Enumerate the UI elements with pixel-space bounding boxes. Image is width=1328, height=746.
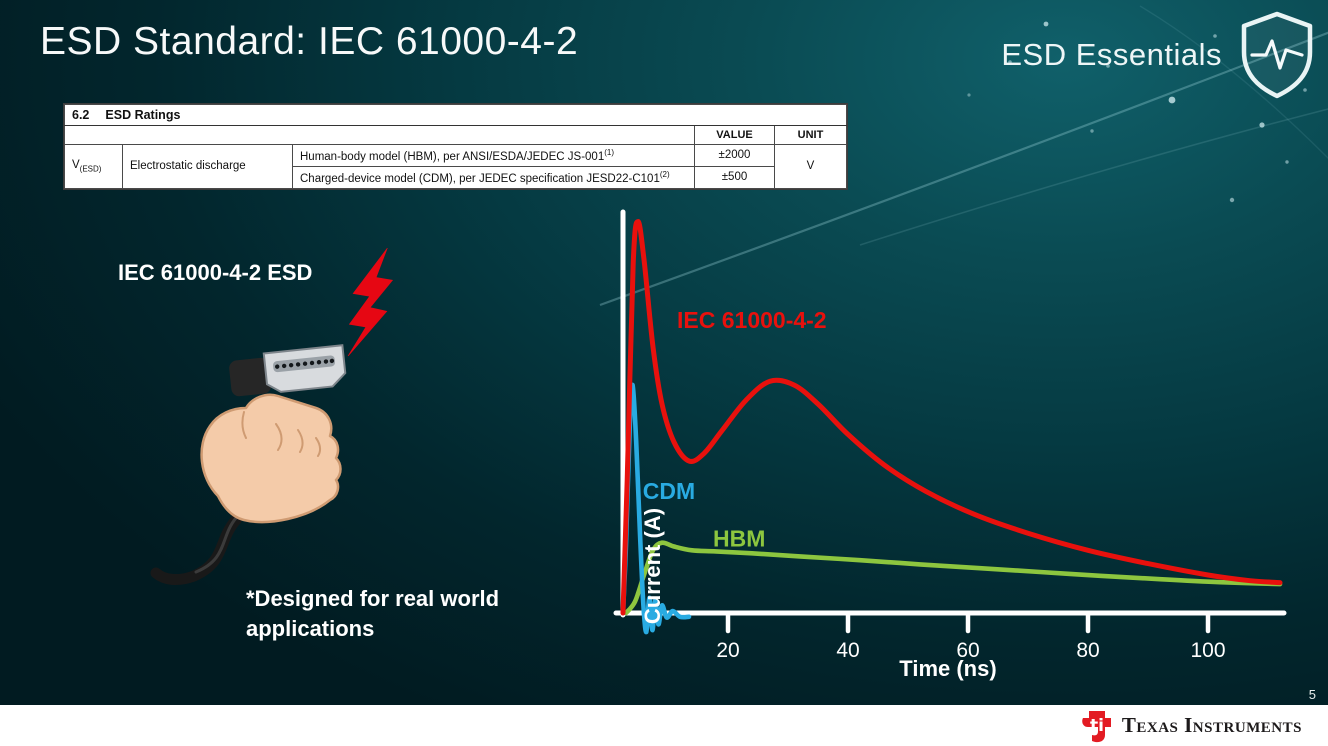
cdm-description-cell: Charged-device model (CDM), per JEDEC sp… — [292, 165, 695, 189]
param-symbol-cell: V(ESD) — [64, 144, 123, 189]
unit-cell: V — [774, 144, 847, 189]
series-hbm — [623, 540, 1283, 616]
table-row: V(ESD) Electrostatic discharge Human-bod… — [64, 144, 847, 189]
iec-esd-label: IEC 61000-4-2 ESD — [118, 260, 313, 285]
x-tick-label: 80 — [1076, 639, 1099, 662]
table-section-row: 6.2 ESD Ratings — [64, 104, 847, 126]
section-number: 6.2 — [72, 108, 90, 122]
series-label-cdm: CDM — [643, 478, 695, 504]
hbm-description-cell: Human-body model (HBM), per ANSI/ESDA/JE… — [292, 144, 695, 167]
table-row: Charged-device model (CDM), per JEDEC sp… — [65, 165, 847, 189]
y-axis-title: Current (A) — [640, 507, 665, 625]
table-section-title: 6.2 ESD Ratings — [64, 104, 847, 126]
section-title: ESD Ratings — [105, 108, 181, 122]
series-label-hbm: HBM — [713, 526, 765, 552]
footer-bar: ti Texas Instruments — [0, 705, 1328, 746]
esd-ratings-table: 6.2 ESD Ratings VALUE UNIT V(ESD) Electro… — [64, 104, 847, 189]
ti-bug-icon: ti — [1082, 710, 1111, 742]
cable-highlight — [194, 516, 238, 574]
hbm-footnote-ref: (1) — [604, 148, 614, 157]
param-symbol: V — [72, 159, 80, 172]
hbm-description: Human-body model (HBM), per ANSI/ESDA/JE… — [300, 150, 605, 163]
header-spacer-cell — [64, 125, 695, 145]
hand — [200, 393, 342, 524]
brand-text: ESD Essentials — [1001, 37, 1222, 72]
esd-current-chart: 20 40 60 80 100 IEC 61000-4-2 CDM HBM Current (… — [588, 198, 1292, 700]
series-label-iec-61000-4-2: IEC 61000-4-2 — [677, 307, 827, 333]
x-tick-label: 60 — [956, 639, 979, 662]
hbm-value-cell: ±2000 — [694, 144, 775, 167]
slide-title: ESD Standard: IEC 61000-4-2 — [40, 20, 579, 63]
series-iec-61000-4-2 — [620, 219, 1283, 616]
hdmi-connector — [229, 344, 347, 397]
cdm-description: Charged-device model (CDM), per JEDEC sp… — [300, 172, 660, 185]
table-header-row: VALUE UNIT — [64, 125, 847, 145]
x-axis-title: Time (ns) — [899, 656, 997, 681]
param-name-cell: Electrostatic discharge — [122, 144, 293, 189]
chart-canvas: 20 40 60 80 100 IEC 61000-4-2 CDM HBM — [613, 209, 1287, 662]
brand-lockup: ESD Essentials — [1001, 10, 1318, 100]
x-tick-label: 100 — [1190, 639, 1225, 662]
unit-column-header: UNIT — [774, 125, 847, 145]
x-tick-label: 20 — [716, 639, 739, 662]
cdm-footnote-ref: (2) — [659, 169, 670, 179]
page-number: 5 — [1308, 687, 1316, 702]
shield-pulse-icon — [1241, 11, 1313, 99]
svg-text:ti: ti — [1090, 716, 1104, 736]
param-symbol-sub: (ESD) — [79, 164, 102, 174]
lightning-bolt-icon — [345, 248, 394, 356]
designed-note: *Designed for real world applications — [246, 586, 500, 641]
ti-wordmark: Texas Instruments — [1121, 713, 1302, 737]
value-column-header: VALUE — [694, 125, 775, 145]
ti-logo-lockup: ti Texas Instruments — [1081, 709, 1302, 743]
x-tick-label: 40 — [836, 639, 859, 662]
hand-holding-hdmi-illustration — [150, 344, 347, 586]
cdm-value-cell: ±500 — [694, 165, 775, 189]
